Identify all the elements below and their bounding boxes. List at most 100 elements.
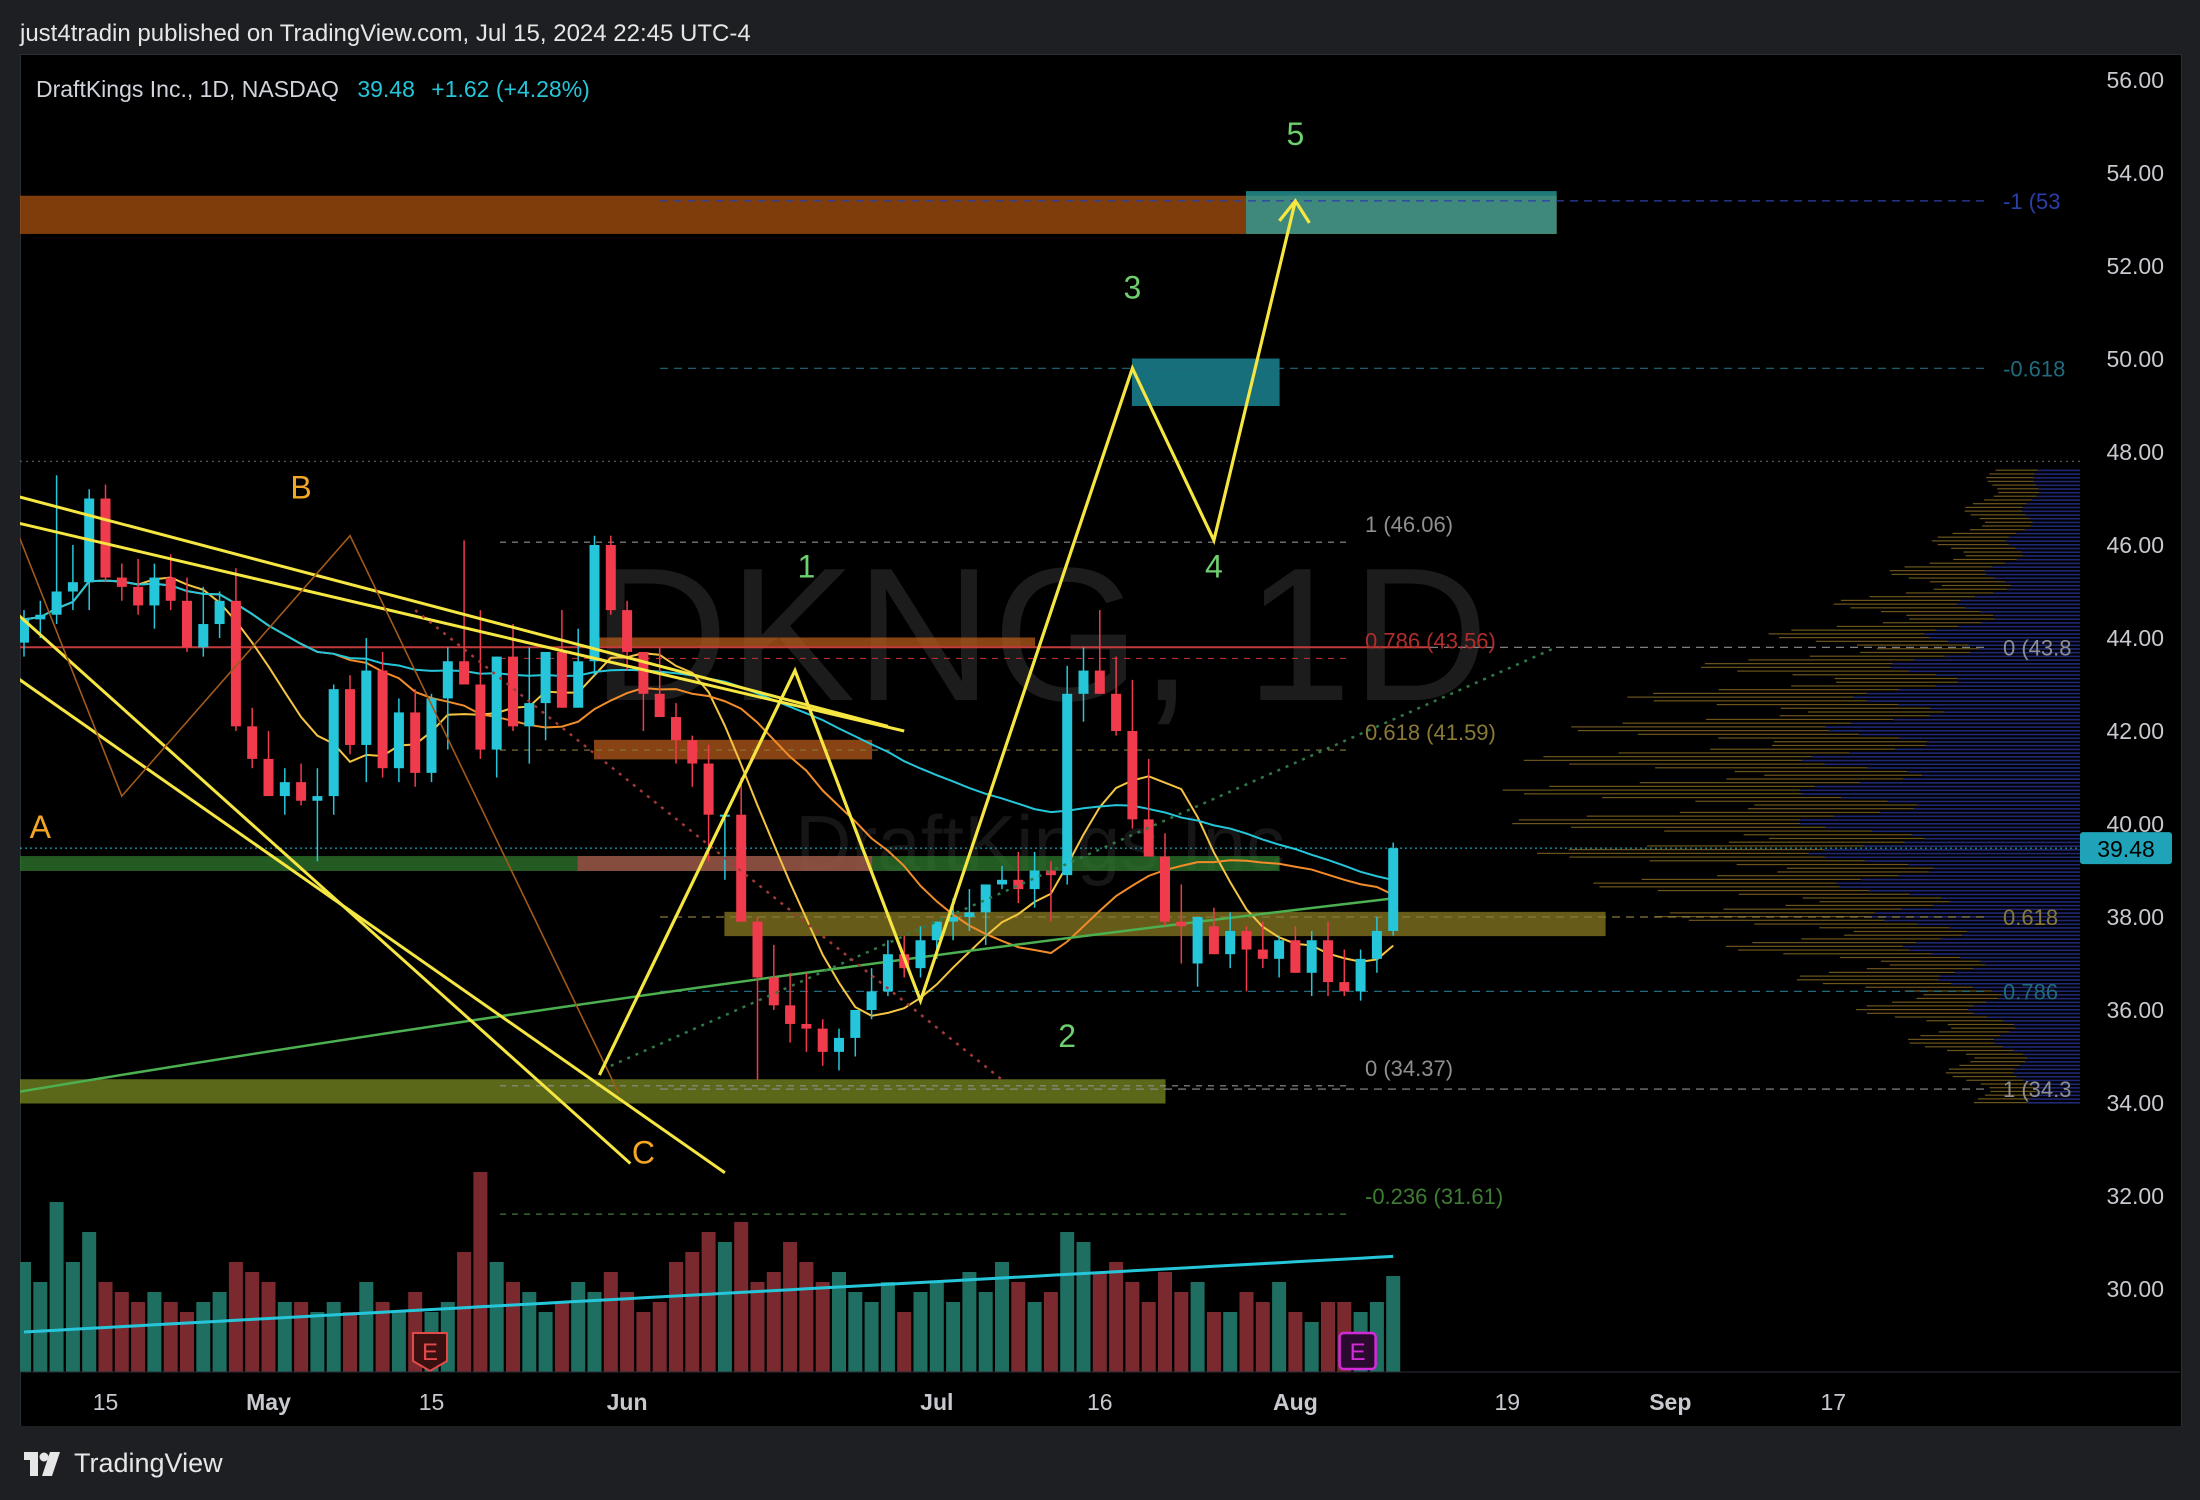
volume-profile-bar xyxy=(1825,826,2080,829)
candlestick-chart[interactable]: DKNG, 1D DraftKings Inc 1 (46.06) 0.786 (43… xyxy=(0,0,2200,1430)
volume-profile-bar xyxy=(1786,867,1934,869)
tradingview-brand[interactable]: TradingView xyxy=(24,1448,223,1479)
candle-body xyxy=(540,651,551,704)
volume-profile-bar xyxy=(1877,648,1979,650)
volume-bar xyxy=(620,1292,635,1372)
volume-profile-bar xyxy=(1968,644,2080,647)
volume-profile-bar xyxy=(1879,811,2080,814)
volume-profile-bar xyxy=(1989,1087,2035,1089)
candle-body xyxy=(20,619,29,643)
volume-profile-bar xyxy=(1657,889,1869,892)
candle-2 xyxy=(51,475,62,625)
volume-profile-bar xyxy=(2002,1046,2080,1048)
volume-profile-bar xyxy=(1916,942,2080,944)
volume-profile-bar xyxy=(1718,689,1900,691)
volume-profile-bar xyxy=(1903,945,2080,948)
volume-profile-bar xyxy=(1704,663,1893,665)
candle-body xyxy=(638,651,649,694)
fib-label-right: -0.618 xyxy=(2003,356,2065,381)
volume-profile-bar xyxy=(1882,622,1982,624)
volume-profile-bar xyxy=(1829,971,1955,973)
volume-profile-bar xyxy=(1929,637,2080,639)
fib-label-right: 1 (34.3 xyxy=(2003,1077,2072,1102)
candle-77 xyxy=(1274,935,1285,978)
volume-profile-bar xyxy=(1569,763,1825,765)
volume-profile-bar xyxy=(1894,1016,1988,1018)
candle-body xyxy=(817,1028,828,1052)
candle-body xyxy=(377,670,388,769)
volume-profile-bar xyxy=(1881,960,1981,962)
volume-bar xyxy=(783,1242,798,1372)
candle-body xyxy=(475,684,486,750)
volume-bar xyxy=(359,1282,374,1372)
wave-label-5: 5 xyxy=(1287,116,1305,152)
volume-profile-bar xyxy=(1924,837,2080,840)
plot-area: DKNG, 1D DraftKings Inc xyxy=(20,191,2080,1372)
volume-profile-bar xyxy=(2029,517,2080,520)
volume-profile-bar xyxy=(1958,625,2080,628)
volume-profile-bar xyxy=(1935,685,2080,687)
candle-body xyxy=(654,693,665,718)
volume-bar xyxy=(636,1312,651,1372)
volume-profile-bar xyxy=(1908,577,1995,579)
earnings-marker-icon[interactable] xyxy=(1338,1331,1377,1371)
volume-profile-bar xyxy=(1834,677,1958,680)
y-axis-tick: 46.00 xyxy=(2106,532,2164,558)
volume-bar xyxy=(913,1292,928,1372)
volume-profile-bar xyxy=(2039,491,2080,494)
volume-profile-bar xyxy=(2036,495,2080,498)
wave-label-B: B xyxy=(290,470,311,506)
volume-bar xyxy=(375,1302,390,1372)
fib-label-right: 0.618 xyxy=(2003,905,2058,930)
volume-profile-bar xyxy=(1679,811,1880,814)
volume-profile-bar xyxy=(1980,960,2080,963)
candle-51 xyxy=(850,1010,861,1057)
earnings-label: E xyxy=(422,1339,438,1366)
volume-profile-bar xyxy=(1920,1035,2001,1037)
candle-82 xyxy=(1355,949,1366,1001)
volume-profile-bar xyxy=(1695,800,1888,802)
candle-body xyxy=(296,782,307,801)
volume-profile-bar xyxy=(2022,506,2080,509)
volume-profile-bar xyxy=(2037,469,2080,472)
volume-profile-bar xyxy=(1822,982,1952,985)
candle-80 xyxy=(1323,921,1333,997)
volume-profile-bar xyxy=(1639,782,1860,784)
candle-body xyxy=(736,814,747,922)
projection-dotted-line xyxy=(610,646,1557,1067)
candle-59 xyxy=(980,884,991,945)
volume-bar xyxy=(261,1282,276,1372)
candle-body xyxy=(850,1010,861,1038)
candle-body xyxy=(133,586,144,606)
earnings-marker-icon[interactable] xyxy=(412,1332,448,1373)
volume-bar xyxy=(734,1222,749,1372)
volume-profile-bar xyxy=(1960,599,2080,602)
candle-body xyxy=(931,921,942,941)
volume-profile-bar xyxy=(1819,901,1950,903)
volume-bar xyxy=(832,1272,846,1372)
volume-profile-bar xyxy=(2034,1087,2080,1089)
volume-profile-bar xyxy=(1866,692,2080,695)
candle-body xyxy=(980,884,991,913)
zone-3 xyxy=(594,637,1036,648)
volume-profile-bar xyxy=(1856,1009,1969,1011)
candle-64 xyxy=(1062,665,1073,885)
volume-profile-bar xyxy=(1586,815,1834,817)
volume-profile-bar xyxy=(1966,1079,2024,1081)
volume-profile-bar xyxy=(1889,570,1985,572)
candle-30 xyxy=(508,624,518,731)
y-axis-tick: 56.00 xyxy=(2106,67,2164,93)
volume-profile-bar xyxy=(1752,942,1917,944)
volume-profile-bar xyxy=(1869,596,1975,598)
volume-profile-bar xyxy=(1537,852,1809,854)
candle-body xyxy=(866,991,877,1010)
volume-profile-bar xyxy=(1952,532,2017,535)
volume-profile-bar xyxy=(1710,748,1896,750)
y-axis-tick: 32.00 xyxy=(2106,1183,2164,1209)
volume-profile-bar xyxy=(1987,480,2034,482)
volume-profile-bar xyxy=(1969,529,2025,531)
candle-68 xyxy=(1127,679,1138,829)
volume-profile-bar xyxy=(1866,968,1974,970)
candle-31 xyxy=(524,647,535,764)
volume-profile-bar xyxy=(2003,1020,2080,1022)
